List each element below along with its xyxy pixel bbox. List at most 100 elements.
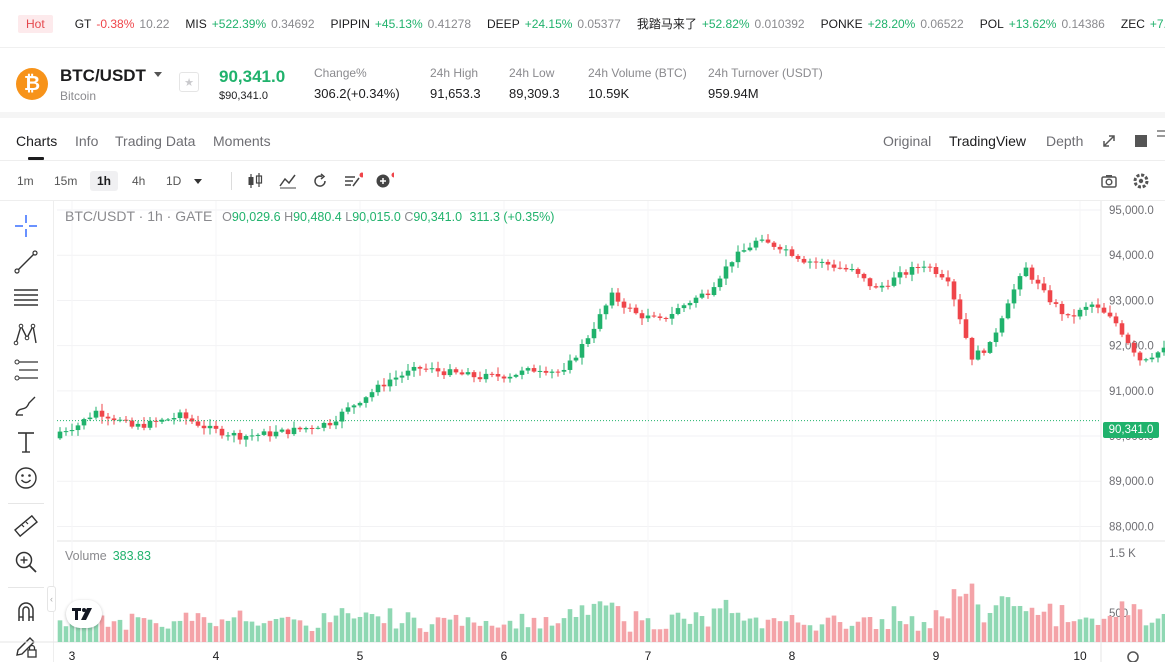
magnet-icon[interactable]: [13, 599, 39, 625]
brush-icon[interactable]: [13, 393, 39, 419]
tab-info[interactable]: Info: [75, 133, 99, 149]
candle-body: [717, 278, 723, 288]
volume-bar: [1113, 616, 1119, 642]
timeframe-dropdown-icon[interactable]: [192, 175, 212, 195]
candle-body: [1011, 289, 1017, 304]
volume-bar: [1041, 611, 1047, 642]
volume-bar: [1089, 618, 1095, 642]
timeframe-1h[interactable]: 1h: [90, 171, 119, 191]
replay-icon[interactable]: [310, 171, 330, 191]
candle-body: [81, 419, 87, 426]
chevron-down-icon[interactable]: [154, 72, 162, 77]
view-depth[interactable]: Depth: [1046, 133, 1084, 149]
view-original[interactable]: Original: [883, 133, 932, 149]
volume-bar: [855, 621, 861, 642]
volume-bar: [771, 618, 777, 642]
x-axis-tick-label: 10: [1073, 649, 1087, 662]
volume-bar: [501, 624, 507, 642]
tradingview-logo[interactable]: [66, 600, 102, 628]
view-tradingview[interactable]: TradingView: [949, 133, 1027, 149]
volume-bar: [429, 624, 435, 642]
add-indicator-icon[interactable]: [374, 171, 394, 191]
volume-bar: [237, 610, 243, 642]
volume-bar: [171, 621, 177, 642]
volume-bar: [129, 613, 135, 642]
ticker-item[interactable]: DEEP +24.15% 0.05377: [487, 15, 621, 32]
candle-body: [261, 431, 267, 435]
candle-body: [741, 250, 747, 252]
candle-type-icon[interactable]: [245, 171, 265, 191]
ticker-item[interactable]: MIS +522.39% 0.34692: [185, 15, 314, 32]
ticker-item[interactable]: PIPPIN +45.13% 0.41278: [331, 15, 471, 32]
ticker-price: 0.05377: [577, 16, 621, 31]
indicators-icon[interactable]: [278, 171, 298, 191]
fullscreen-icon[interactable]: [1101, 133, 1117, 149]
tab-trading-data[interactable]: Trading Data: [115, 133, 196, 149]
collapse-panel-arrow[interactable]: ‹: [47, 586, 56, 612]
ticker-item[interactable]: GT -0.38% 10.22: [75, 15, 170, 32]
ruler-icon[interactable]: [13, 513, 39, 539]
camera-icon[interactable]: [1099, 171, 1119, 191]
ticker-item[interactable]: 我踏马来了 +52.82% 0.010392: [637, 15, 805, 32]
fib-retracement-icon[interactable]: [13, 357, 39, 383]
volume-bar: [987, 612, 993, 642]
volume-bar: [975, 604, 981, 642]
candle-body: [855, 269, 861, 274]
volume-bar: [333, 615, 339, 642]
pair-selector[interactable]: BTC/USDT: [60, 66, 146, 85]
volume-bar: [1053, 626, 1059, 642]
candle-body: [135, 423, 141, 427]
text-tool-icon[interactable]: [13, 429, 39, 455]
ticker-change: +13.62%: [1008, 16, 1057, 31]
emoji-icon[interactable]: [13, 465, 39, 491]
trend-line-icon[interactable]: [13, 249, 39, 275]
chart-toolbar: 1m 15m 1h 4h 1D: [0, 161, 1165, 201]
ticker-item[interactable]: POL +13.62% 0.14386: [980, 15, 1105, 32]
ticker-item[interactable]: ZEC+7.36%433: [1121, 15, 1165, 32]
candle-body: [933, 267, 939, 275]
ticker-item[interactable]: PONKE +28.20% 0.06522: [821, 15, 964, 32]
more-menu-icon[interactable]: [1155, 129, 1165, 143]
favorite-star-icon[interactable]: ★: [179, 72, 199, 92]
layout-toggle-icon[interactable]: [1133, 133, 1149, 149]
hot-badge[interactable]: Hot: [18, 14, 53, 33]
volume-bar: [747, 618, 753, 642]
templates-icon[interactable]: [343, 171, 363, 191]
volume-bar: [249, 621, 255, 642]
stat-24h-turnover: 24h Turnover (USDT) 959.94M: [708, 66, 823, 101]
volume-bar: [273, 619, 279, 642]
tab-moments[interactable]: Moments: [213, 133, 271, 149]
candle-body: [1113, 316, 1119, 324]
pattern-icon[interactable]: [13, 321, 39, 347]
timeframe-15m[interactable]: 15m: [54, 174, 78, 188]
settings-gear-icon[interactable]: [1131, 171, 1151, 191]
volume-bar: [81, 619, 87, 642]
zoom-in-icon[interactable]: [13, 549, 39, 575]
price-chart[interactable]: 95,000.0 94,000.0 93,000.0 92,000.0 91,000.0…: [0, 201, 1165, 662]
candle-body: [1089, 304, 1095, 307]
candle-body: [675, 308, 681, 314]
candle-body: [957, 299, 963, 320]
candle-body: [63, 431, 69, 433]
volume-bar: [633, 611, 639, 642]
volume-bar: [843, 628, 849, 642]
volume-bar: [999, 596, 1005, 642]
timeframe-4h[interactable]: 4h: [132, 174, 146, 188]
candle-body: [1047, 290, 1053, 303]
volume-bar: [753, 617, 759, 642]
candle-body: [627, 307, 633, 309]
volume-bar: [87, 623, 93, 642]
timeframe-1m[interactable]: 1m: [17, 174, 34, 188]
horizontal-lines-icon[interactable]: [13, 285, 39, 311]
ticker-change: -0.38%: [96, 16, 135, 31]
volume-bar: [945, 618, 951, 642]
timeframe-1d[interactable]: 1D: [166, 174, 182, 188]
candle-body: [585, 338, 591, 345]
x-axis-tick-label: 8: [789, 649, 796, 662]
crosshair-icon[interactable]: [13, 213, 39, 239]
volume-bar: [525, 627, 531, 642]
volume-bar: [675, 612, 681, 642]
tab-charts[interactable]: Charts: [16, 133, 58, 149]
volume-bar: [165, 628, 171, 642]
lock-drawing-icon[interactable]: [13, 633, 39, 659]
